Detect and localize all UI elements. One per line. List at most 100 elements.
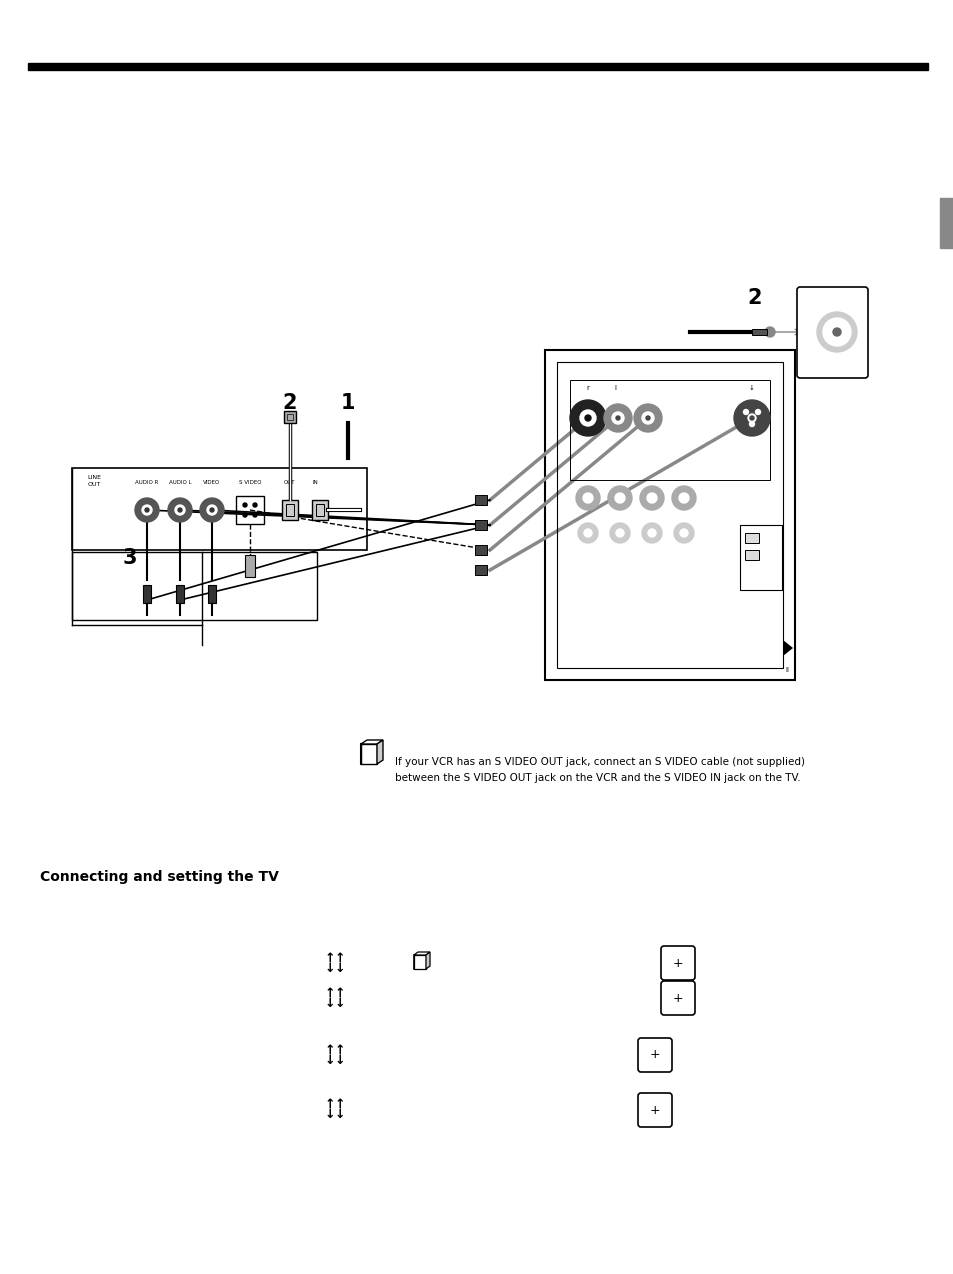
Bar [744, 550, 759, 561]
Circle shape [679, 493, 688, 503]
Text: ↓: ↓ [335, 996, 345, 1009]
Text: S VIDEO: S VIDEO [238, 479, 261, 484]
Bar [475, 496, 486, 505]
Circle shape [569, 400, 605, 436]
Circle shape [243, 503, 247, 507]
Circle shape [634, 404, 661, 432]
Text: ↑: ↑ [335, 986, 345, 1000]
Circle shape [645, 417, 649, 420]
Bar [544, 350, 794, 680]
Circle shape [646, 493, 657, 503]
Circle shape [145, 508, 149, 512]
Circle shape [579, 410, 596, 426]
Circle shape [749, 417, 753, 420]
Text: Connecting and setting the TV: Connecting and setting the TV [40, 870, 278, 884]
Circle shape [200, 498, 224, 522]
FancyBboxPatch shape [796, 287, 867, 378]
Text: VIDEO: VIDEO [203, 479, 220, 484]
Text: r: r [586, 385, 589, 391]
Text: ↑: ↑ [324, 986, 335, 1000]
Circle shape [576, 485, 599, 510]
Bar [208, 585, 215, 603]
Text: ↑: ↑ [324, 1098, 335, 1111]
Text: ↓: ↓ [324, 1054, 335, 1066]
Text: +: + [649, 1103, 659, 1116]
Text: l: l [614, 385, 616, 391]
Circle shape [168, 498, 192, 522]
Circle shape [733, 400, 769, 436]
Bar [744, 533, 759, 543]
Circle shape [178, 508, 182, 512]
Circle shape [641, 412, 654, 424]
Text: ↓: ↓ [324, 1108, 335, 1121]
Circle shape [647, 529, 656, 538]
Circle shape [207, 505, 216, 515]
Bar [143, 585, 151, 603]
Circle shape [764, 327, 774, 338]
Text: 1: 1 [340, 392, 355, 413]
Text: IN: IN [312, 479, 317, 484]
Circle shape [832, 327, 841, 336]
Circle shape [135, 498, 159, 522]
Bar [245, 555, 254, 577]
Bar [175, 585, 184, 603]
Bar [475, 564, 486, 575]
Circle shape [253, 503, 256, 507]
Polygon shape [360, 740, 382, 744]
Bar [312, 499, 328, 520]
Text: 3: 3 [123, 548, 137, 568]
Circle shape [210, 508, 213, 512]
Bar [751, 329, 766, 335]
Circle shape [641, 524, 661, 543]
Text: +: + [672, 991, 682, 1004]
Bar [740, 525, 781, 590]
Circle shape [755, 409, 760, 414]
Circle shape [243, 513, 247, 517]
Text: ↓: ↓ [748, 385, 754, 391]
Text: ↑: ↑ [335, 1098, 345, 1111]
Text: ↓: ↓ [335, 962, 345, 975]
Bar [286, 505, 294, 516]
Polygon shape [782, 640, 792, 656]
Bar [71, 468, 367, 550]
Bar [282, 499, 297, 520]
Circle shape [616, 417, 619, 420]
Circle shape [671, 485, 696, 510]
Circle shape [583, 529, 592, 538]
Bar [557, 362, 782, 668]
Circle shape [607, 485, 631, 510]
Circle shape [603, 404, 631, 432]
Bar [939, 197, 953, 248]
Circle shape [142, 505, 152, 515]
Bar [28, 62, 927, 70]
Text: ↓: ↓ [335, 1108, 345, 1121]
Bar [475, 520, 486, 530]
Bar [287, 414, 293, 420]
Circle shape [578, 524, 598, 543]
Bar [569, 380, 769, 480]
Polygon shape [376, 740, 382, 764]
Circle shape [612, 412, 623, 424]
Polygon shape [426, 952, 430, 970]
Text: II: II [784, 668, 788, 673]
Text: ↑: ↑ [335, 952, 345, 964]
Circle shape [747, 414, 755, 422]
Circle shape [822, 318, 850, 347]
Circle shape [615, 493, 624, 503]
Text: 2: 2 [747, 288, 761, 308]
Text: +: + [649, 1049, 659, 1061]
Circle shape [616, 529, 623, 538]
Text: ↑: ↑ [324, 1043, 335, 1056]
Text: ↑: ↑ [335, 1043, 345, 1056]
Text: ↓: ↓ [324, 996, 335, 1009]
Text: AUDIO R: AUDIO R [135, 479, 158, 484]
Circle shape [679, 529, 687, 538]
Text: ↓: ↓ [335, 1054, 345, 1066]
Circle shape [584, 415, 590, 420]
Circle shape [749, 422, 754, 427]
Bar [71, 552, 316, 620]
Text: ↑: ↑ [324, 952, 335, 964]
Text: ↓: ↓ [324, 962, 335, 975]
Text: OUT: OUT [284, 479, 295, 484]
Bar [235, 496, 264, 524]
